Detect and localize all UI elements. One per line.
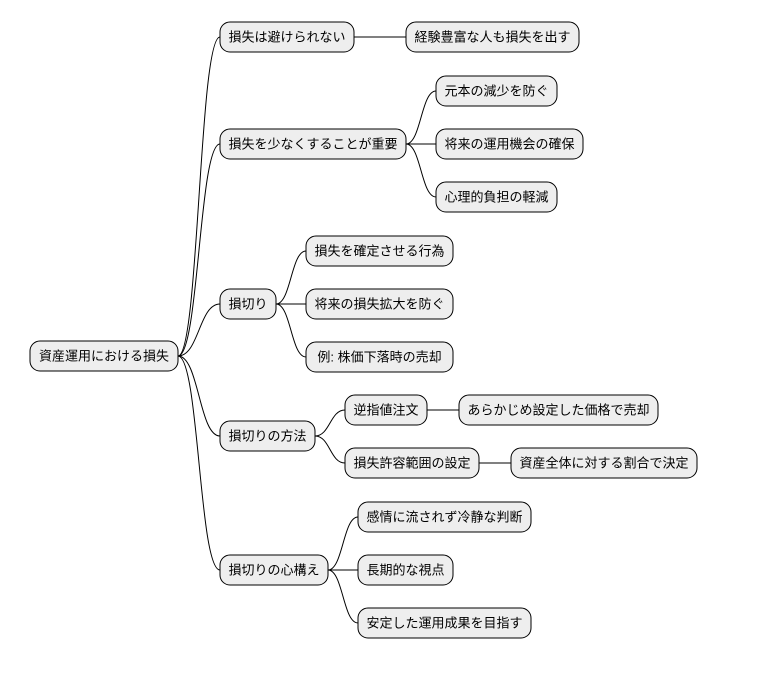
node-root: 資産運用における損失 bbox=[30, 341, 178, 371]
edge bbox=[315, 436, 345, 463]
node-label: 元本の減少を防ぐ bbox=[444, 83, 548, 98]
node-label: 損失許容範囲の設定 bbox=[353, 455, 470, 470]
node-b3: 損切り bbox=[220, 289, 276, 319]
node-label: 損失を確定させる行為 bbox=[314, 243, 444, 258]
node-b2: 損失を少なくすることが重要 bbox=[220, 129, 406, 159]
node-label: 心理的負担の軽減 bbox=[444, 189, 548, 204]
mindmap-canvas: 資産運用における損失 損失は避けられない 経験豊富な人も損失を出す損失を少なくするこ… bbox=[0, 0, 782, 696]
node-label: 損失は避けられない bbox=[228, 29, 345, 44]
node-label: 感情に流されず冷静な判断 bbox=[366, 509, 522, 524]
node-label: 資産運用における損失 bbox=[39, 348, 169, 363]
node-label: 損切りの方法 bbox=[228, 428, 306, 443]
node-b4c1g: あらかじめ設定した価格で売却 bbox=[459, 395, 658, 425]
node-label: 損失を少なくすることが重要 bbox=[228, 136, 397, 151]
node-b5c2: 長期的な視点 bbox=[358, 555, 453, 585]
node-label: 資産全体に対する割合で決定 bbox=[519, 455, 688, 470]
node-b5c1: 感情に流されず冷静な判断 bbox=[358, 502, 531, 532]
node-label: 損切り bbox=[228, 296, 267, 311]
edge bbox=[406, 144, 436, 197]
node-b3c1: 損失を確定させる行為 bbox=[306, 236, 453, 266]
node-label: 長期的な視点 bbox=[366, 562, 444, 577]
node-label: 将来の損失拡大を防ぐ bbox=[314, 296, 444, 311]
node-b5c3: 安定した運用成果を目指す bbox=[358, 608, 531, 638]
node-label: 逆指値注文 bbox=[353, 402, 418, 417]
node-b3c2: 将来の損失拡大を防ぐ bbox=[306, 289, 453, 319]
edge bbox=[276, 251, 306, 304]
edge bbox=[178, 37, 220, 356]
node-b5: 損切りの心構え bbox=[220, 555, 328, 585]
node-b4c2g: 資産全体に対する割合で決定 bbox=[511, 448, 697, 478]
node-label: あらかじめ設定した価格で売却 bbox=[467, 402, 649, 417]
edge bbox=[328, 517, 358, 570]
node-b4: 損切りの方法 bbox=[220, 421, 315, 451]
edge bbox=[328, 570, 358, 623]
edge bbox=[178, 356, 220, 570]
node-b1c1: 経験豊富な人も損失を出す bbox=[406, 22, 579, 52]
node-b2c3: 心理的負担の軽減 bbox=[436, 182, 557, 212]
edge bbox=[315, 410, 345, 436]
node-b4c1: 逆指値注文 bbox=[345, 395, 427, 425]
edge bbox=[276, 304, 306, 357]
node-b3c3: 例: 株価下落時の売却 bbox=[306, 342, 453, 372]
edge bbox=[406, 91, 436, 144]
node-label: 損切りの心構え bbox=[228, 562, 319, 577]
edge bbox=[178, 144, 220, 356]
node-b2c2: 将来の運用機会の確保 bbox=[436, 129, 583, 159]
node-label: 例: 株価下落時の売却 bbox=[317, 349, 441, 364]
node-b2c1: 元本の減少を防ぐ bbox=[436, 76, 557, 106]
node-b1: 損失は避けられない bbox=[220, 22, 354, 52]
node-label: 将来の運用機会の確保 bbox=[444, 136, 574, 151]
node-label: 経験豊富な人も損失を出す bbox=[414, 29, 570, 44]
node-b4c2: 損失許容範囲の設定 bbox=[345, 448, 479, 478]
edge bbox=[178, 356, 220, 436]
node-label: 安定した運用成果を目指す bbox=[366, 615, 522, 630]
